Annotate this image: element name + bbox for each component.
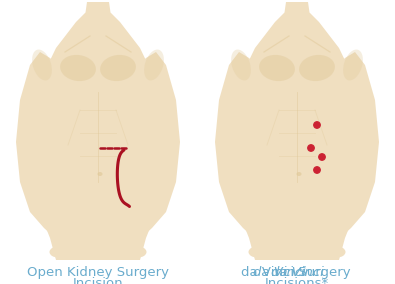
Ellipse shape	[343, 49, 363, 80]
Ellipse shape	[297, 172, 301, 176]
Ellipse shape	[248, 247, 265, 258]
Text: da Vinci: da Vinci	[253, 266, 305, 279]
Circle shape	[314, 167, 320, 173]
Text: da Vinci: da Vinci	[271, 266, 324, 279]
Text: Incision: Incision	[73, 277, 123, 284]
Ellipse shape	[32, 49, 52, 80]
Polygon shape	[231, 8, 363, 238]
Polygon shape	[50, 238, 146, 260]
Ellipse shape	[100, 55, 136, 81]
Polygon shape	[215, 52, 262, 242]
Text: da Vinci Surgery: da Vinci Surgery	[241, 266, 351, 279]
Text: Open Kidney Surgery: Open Kidney Surgery	[27, 266, 169, 279]
Ellipse shape	[329, 247, 346, 258]
Circle shape	[308, 145, 314, 151]
Ellipse shape	[60, 55, 96, 81]
Ellipse shape	[144, 49, 164, 80]
Polygon shape	[85, 2, 111, 16]
Text: Incisions*: Incisions*	[265, 277, 329, 284]
Polygon shape	[284, 2, 310, 16]
Ellipse shape	[299, 55, 335, 81]
Ellipse shape	[98, 172, 102, 176]
Polygon shape	[16, 52, 63, 242]
Polygon shape	[133, 52, 180, 242]
Polygon shape	[32, 8, 164, 238]
Ellipse shape	[259, 55, 295, 81]
Polygon shape	[332, 52, 379, 242]
Polygon shape	[249, 238, 345, 260]
Circle shape	[314, 122, 320, 128]
Circle shape	[319, 154, 325, 160]
Ellipse shape	[49, 247, 66, 258]
Ellipse shape	[231, 49, 251, 80]
Ellipse shape	[130, 247, 147, 258]
